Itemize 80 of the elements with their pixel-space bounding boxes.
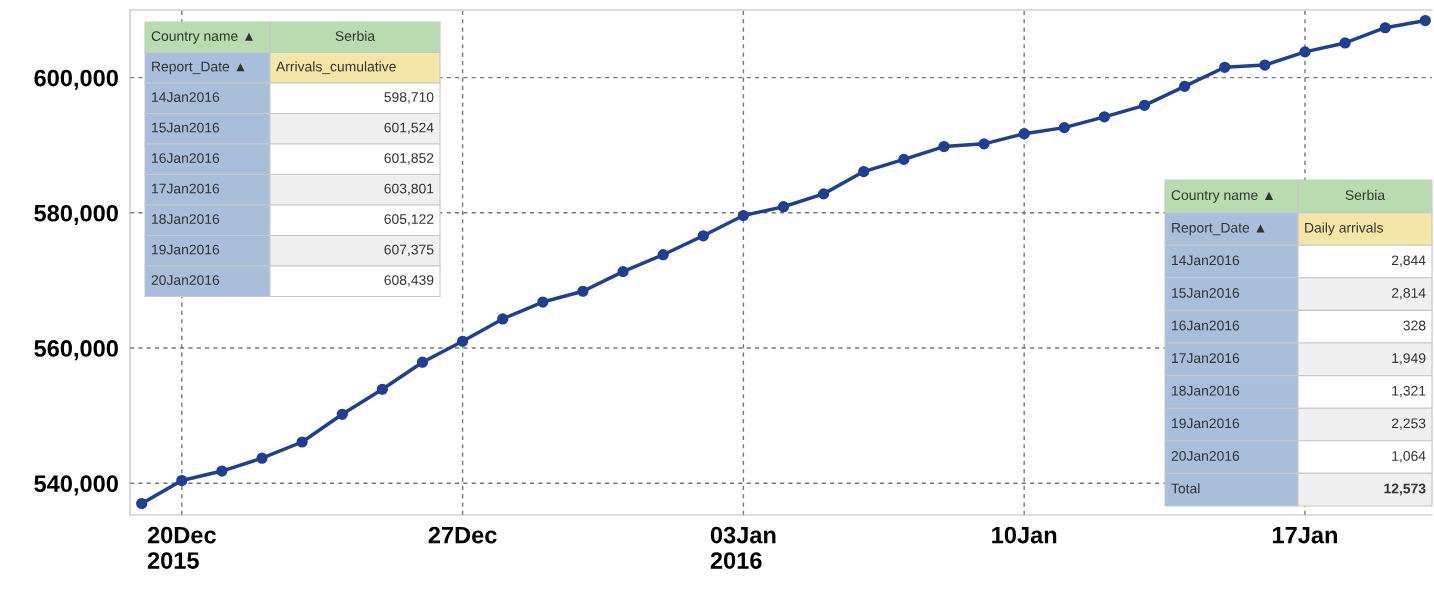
x-tick-label: 03Jan 2016	[710, 526, 776, 569]
annotation: 2,814	[1391, 287, 1426, 300]
annotation: 1,064	[1392, 450, 1426, 463]
point	[1058, 122, 1070, 134]
point	[697, 230, 709, 242]
point	[1259, 59, 1271, 71]
annotation: 605,122	[384, 214, 434, 226]
annotation: 14Jan2016	[1172, 255, 1240, 266]
point	[176, 474, 188, 487]
x-tick-label: 10Jan	[992, 526, 1057, 544]
annotation: 19Jan2016	[1172, 418, 1240, 429]
annotation: 18Jan2016	[1172, 385, 1240, 396]
point	[577, 285, 589, 297]
point	[1419, 14, 1431, 27]
point	[1018, 128, 1030, 140]
annotation: 12,573	[1384, 483, 1426, 496]
annotation: Report_Date ▲	[152, 61, 245, 75]
annotation: 607,375	[384, 244, 434, 257]
annotation: 1,949	[1392, 353, 1426, 365]
point	[376, 383, 388, 395]
annotation: Serbia	[335, 30, 376, 41]
point	[858, 165, 870, 178]
point	[938, 140, 950, 153]
annotation: 20Jan2016	[151, 275, 220, 285]
annotation: 601,524	[384, 122, 434, 135]
point	[1219, 61, 1231, 73]
annotation: 17Jan2016	[1172, 353, 1240, 364]
point	[1098, 111, 1111, 123]
annotation: 608,439	[384, 275, 434, 287]
y-tick-label: 540,000	[34, 475, 118, 496]
annotation: 15Jan2016	[152, 122, 220, 133]
annotation: 20Jan2016	[1171, 450, 1240, 461]
point	[136, 497, 148, 510]
point	[617, 266, 629, 278]
x-tick-label: 17Jan	[1272, 526, 1337, 544]
point	[777, 201, 790, 213]
point	[416, 356, 429, 368]
x-tick-label: 27Dec	[428, 526, 497, 544]
annotation: 14Jan2016	[152, 92, 220, 102]
x-tick-label: 20Dec 2015	[147, 526, 216, 569]
annotation: 2,253	[1391, 418, 1426, 430]
annotation: 17Jan2016	[152, 183, 220, 194]
point	[497, 313, 509, 325]
y-tick-label: 600,000	[34, 69, 118, 90]
y-tick-label: 580,000	[34, 204, 118, 226]
y-tick-label: 560,000	[34, 340, 118, 361]
annotation: Country name ▲	[151, 31, 254, 44]
point	[537, 296, 549, 308]
point	[978, 138, 990, 150]
annotation: 2,844	[1391, 255, 1426, 267]
annotation: 598,710	[384, 92, 434, 104]
point	[456, 335, 469, 347]
annotation: 15Jan2016	[1172, 287, 1240, 298]
annotation: 1,321	[1392, 385, 1426, 398]
annotation: 328	[1403, 320, 1426, 331]
annotation: Arrivals_cumulative	[276, 61, 396, 75]
annotation: Daily arrivals	[1305, 222, 1383, 236]
point	[1138, 99, 1151, 111]
annotation: 16Jan2016	[152, 153, 220, 163]
annotation: Report_Date ▲	[1172, 222, 1265, 236]
point	[216, 465, 228, 477]
point	[1379, 22, 1391, 34]
point	[1299, 46, 1311, 58]
annotation: 603,801	[384, 183, 434, 196]
annotation: 18Jan2016	[152, 214, 220, 224]
point	[818, 188, 830, 200]
point	[256, 452, 268, 464]
point	[657, 249, 669, 261]
point	[336, 408, 348, 420]
annotation: Country name ▲	[1171, 190, 1274, 203]
point	[898, 153, 910, 166]
point	[1179, 80, 1191, 92]
annotation: 601,852	[384, 153, 434, 165]
annotation: Serbia	[1345, 189, 1386, 201]
annotation: Total	[1171, 483, 1200, 494]
point	[296, 436, 308, 448]
point	[737, 209, 749, 222]
annotation: 16Jan2016	[1172, 320, 1240, 331]
point	[1339, 37, 1351, 49]
annotation: 19Jan2016	[152, 244, 220, 255]
